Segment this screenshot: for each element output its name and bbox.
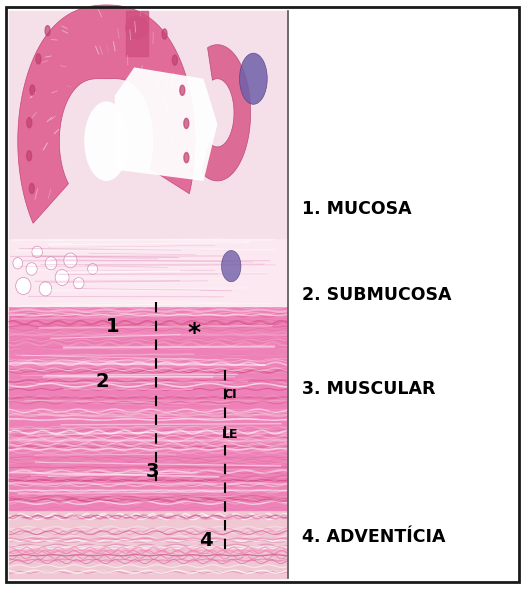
Polygon shape [18, 5, 195, 223]
Polygon shape [202, 45, 250, 181]
Ellipse shape [239, 53, 267, 104]
Ellipse shape [172, 55, 177, 65]
Ellipse shape [13, 257, 23, 269]
Text: 4. ADVENTÍCIA: 4. ADVENTÍCIA [302, 528, 445, 546]
Ellipse shape [74, 277, 84, 289]
Ellipse shape [16, 277, 31, 294]
Polygon shape [85, 101, 129, 181]
Text: 2. SUBMUCOSA: 2. SUBMUCOSA [302, 286, 452, 303]
Ellipse shape [88, 263, 98, 274]
Ellipse shape [126, 16, 148, 39]
Text: 3. MUSCULAR: 3. MUSCULAR [302, 380, 435, 398]
Ellipse shape [222, 250, 241, 282]
Ellipse shape [184, 153, 189, 163]
Text: *: * [188, 321, 201, 345]
Ellipse shape [55, 270, 69, 286]
Polygon shape [115, 67, 217, 181]
Ellipse shape [180, 85, 185, 95]
Ellipse shape [32, 246, 43, 257]
Text: 2: 2 [96, 372, 109, 391]
Ellipse shape [39, 282, 52, 296]
Ellipse shape [36, 54, 41, 64]
Ellipse shape [45, 257, 57, 270]
Bar [9, 11, 287, 578]
Ellipse shape [184, 118, 189, 128]
Bar [9, 306, 287, 510]
Ellipse shape [45, 25, 50, 36]
Text: 1: 1 [106, 317, 120, 336]
Bar [9, 232, 287, 306]
Ellipse shape [27, 118, 32, 128]
Text: LE: LE [222, 428, 238, 441]
Bar [126, 11, 148, 56]
Text: 3: 3 [145, 462, 159, 481]
Text: 1. MUCOSA: 1. MUCOSA [302, 200, 412, 218]
Ellipse shape [64, 253, 77, 268]
Ellipse shape [29, 183, 34, 194]
Ellipse shape [162, 29, 167, 39]
Bar [9, 510, 287, 578]
Text: 4: 4 [200, 531, 213, 550]
Bar [9, 11, 287, 238]
Text: CI: CI [223, 388, 237, 401]
Ellipse shape [27, 151, 32, 161]
Ellipse shape [30, 85, 35, 95]
Ellipse shape [26, 263, 37, 275]
